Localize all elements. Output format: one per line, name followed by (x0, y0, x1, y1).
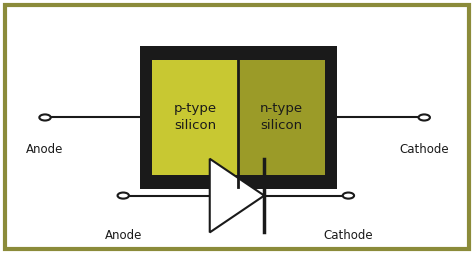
Text: p-type
silicon: p-type silicon (173, 102, 217, 133)
Text: Cathode: Cathode (400, 143, 449, 156)
Text: Cathode: Cathode (324, 229, 373, 242)
Bar (140, 46, 337, 189)
Text: Anode: Anode (27, 143, 64, 156)
Polygon shape (210, 159, 264, 232)
Bar (152, 60, 238, 175)
Circle shape (343, 193, 354, 199)
FancyBboxPatch shape (5, 5, 469, 249)
Text: n-type
silicon: n-type silicon (260, 102, 303, 133)
Circle shape (419, 114, 430, 121)
Circle shape (118, 193, 129, 199)
Bar (238, 60, 325, 175)
Text: Anode: Anode (105, 229, 142, 242)
Circle shape (39, 114, 51, 121)
